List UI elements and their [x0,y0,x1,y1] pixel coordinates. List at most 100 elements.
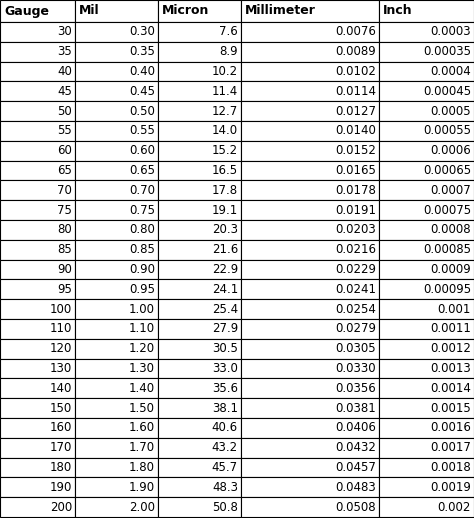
Text: 16.5: 16.5 [212,164,238,177]
Text: 0.90: 0.90 [129,263,155,276]
Text: 0.0178: 0.0178 [335,184,376,197]
Text: 0.0483: 0.0483 [335,481,376,494]
Text: 25.4: 25.4 [212,303,238,315]
Bar [241,339,379,358]
Text: 0.0216: 0.0216 [335,243,376,256]
Text: 0.0013: 0.0013 [430,362,471,375]
Text: 0.0017: 0.0017 [430,441,471,454]
Text: 0.0008: 0.0008 [430,223,471,236]
Text: 60: 60 [57,144,72,157]
Bar [379,0,474,22]
Bar [158,478,241,497]
Bar [379,42,474,62]
Text: 0.0012: 0.0012 [430,342,471,355]
Text: 0.85: 0.85 [129,243,155,256]
Text: 1.90: 1.90 [129,481,155,494]
Text: 38.1: 38.1 [212,401,238,414]
Text: 1.40: 1.40 [129,382,155,395]
Bar [75,0,158,22]
Bar [75,358,158,379]
Bar [75,200,158,220]
Text: 0.00095: 0.00095 [423,283,471,296]
Text: 0.00035: 0.00035 [423,45,471,58]
Bar [0,438,75,457]
Text: 0.0508: 0.0508 [336,500,376,514]
Text: 1.20: 1.20 [129,342,155,355]
Bar [379,358,474,379]
Text: 0.0165: 0.0165 [335,164,376,177]
Text: 80: 80 [57,223,72,236]
Bar [0,81,75,101]
Bar [241,319,379,339]
Text: 0.0005: 0.0005 [430,105,471,118]
Text: 170: 170 [50,441,72,454]
Bar [379,260,474,279]
Text: 0.60: 0.60 [129,144,155,157]
Bar [75,161,158,180]
Bar [0,101,75,121]
Text: 0.0305: 0.0305 [336,342,376,355]
Bar [241,398,379,418]
Bar [241,240,379,260]
Bar [0,379,75,398]
Bar [241,379,379,398]
Text: 0.00065: 0.00065 [423,164,471,177]
Bar [0,200,75,220]
Bar [158,42,241,62]
Bar [0,457,75,478]
Text: 0.70: 0.70 [129,184,155,197]
Bar [158,299,241,319]
Bar [241,497,379,517]
Text: 0.0241: 0.0241 [335,283,376,296]
Bar [241,457,379,478]
Bar [241,141,379,161]
Text: 0.0140: 0.0140 [335,124,376,137]
Bar [75,180,158,200]
Text: 110: 110 [50,322,72,335]
Bar [379,22,474,42]
Bar [0,478,75,497]
Bar [158,358,241,379]
Bar [0,497,75,517]
Bar [0,141,75,161]
Bar [241,220,379,240]
Bar [158,200,241,220]
Bar [0,22,75,42]
Bar [75,62,158,81]
Text: 95: 95 [57,283,72,296]
Bar [241,358,379,379]
Text: 45.7: 45.7 [212,461,238,474]
Text: 11.4: 11.4 [212,85,238,98]
Text: Gauge: Gauge [4,5,49,18]
Bar [158,457,241,478]
Text: 0.0203: 0.0203 [335,223,376,236]
Bar [75,101,158,121]
Bar [379,279,474,299]
Bar [0,418,75,438]
Bar [241,161,379,180]
Text: 0.0015: 0.0015 [430,401,471,414]
Text: 48.3: 48.3 [212,481,238,494]
Text: 0.0457: 0.0457 [335,461,376,474]
Text: 75: 75 [57,204,72,217]
Bar [158,161,241,180]
Text: 65: 65 [57,164,72,177]
Text: 15.2: 15.2 [212,144,238,157]
Text: 40: 40 [57,65,72,78]
Bar [158,62,241,81]
Bar [379,240,474,260]
Text: 1.60: 1.60 [129,422,155,435]
Bar [75,299,158,319]
Text: 7.6: 7.6 [219,25,238,38]
Bar [379,141,474,161]
Text: 0.0076: 0.0076 [335,25,376,38]
Text: 45: 45 [57,85,72,98]
Bar [241,418,379,438]
Text: 0.95: 0.95 [129,283,155,296]
Text: 0.0089: 0.0089 [335,45,376,58]
Text: 30: 30 [57,25,72,38]
Bar [379,200,474,220]
Text: 0.55: 0.55 [129,124,155,137]
Bar [379,398,474,418]
Bar [75,240,158,260]
